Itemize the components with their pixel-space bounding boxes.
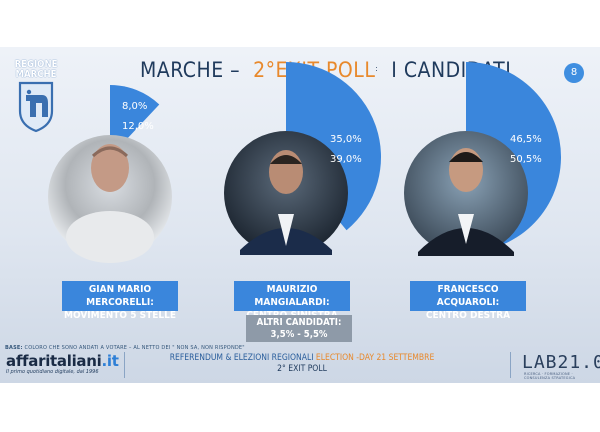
candidate-photo-mangialardi: [224, 131, 348, 255]
base-note-prefix: BASE:: [5, 345, 23, 351]
base-note: BASE: COLORO CHE SONO ANDATI A VOTARE – …: [5, 345, 245, 351]
donut-arc-mangialardi: [286, 62, 382, 231]
footer-event: REFERENDUM & ELEZIONI REGIONALI ELECTION…: [150, 353, 454, 375]
candidate-name: GIAN MARIO MERCORELLI:: [86, 284, 154, 308]
data-label-low-mangialardi: 35,0%: [330, 134, 362, 145]
lab2101-tagline: RICERCA · FORMAZIONE · CONSULENZA STRATE…: [524, 372, 576, 380]
data-label-high-mercorelli: 12,0%: [122, 121, 154, 132]
candidate-label-mercorelli: GIAN MARIO MERCORELLI: MOVIMENTO 5 STELL…: [62, 281, 178, 321]
footer-divider-right: [510, 352, 511, 378]
candidate-label-acquaroli: FRANCESCO ACQUAROLI: CENTRO DESTRA: [410, 281, 526, 321]
logo-line-1: REGIONE: [14, 59, 58, 70]
lab2101-logo: LAB21.01: [522, 352, 600, 373]
candidate-photo-mercorelli: [48, 135, 172, 263]
candidate-party: MOVIMENTO 5 STELLE: [64, 310, 176, 321]
page-number-badge: 8: [564, 63, 584, 83]
footer-event-part2: ELECTION -DAY 21 SETTEMBRE: [315, 353, 435, 363]
footer-divider-left: [124, 352, 125, 378]
candidate-name: MAURIZIO MANGIALARDI:: [254, 284, 330, 308]
regione-marche-logo: REGIONE MARCHE: [12, 57, 60, 133]
candidate-name: FRANCESCO ACQUAROLI:: [436, 284, 500, 308]
logo-line-2: MARCHE: [15, 69, 57, 80]
brand-tagline: Il primo quotidiano digitale, dal 1996: [6, 369, 99, 375]
others-range: 3,5% - 5,5%: [270, 329, 328, 340]
shield-icon: [18, 81, 54, 133]
others-label: ALTRI CANDIDATI: 3,5% - 5,5%: [246, 315, 352, 342]
others-title: ALTRI CANDIDATI:: [256, 317, 342, 328]
label-layer: 8,0% 12,0% 35,0% 39,0% 46,5% 50,5%: [122, 101, 542, 165]
data-label-high-mangialardi: 39,0%: [330, 154, 362, 165]
title-mark: :: [375, 64, 379, 73]
title-region: MARCHE –: [140, 58, 241, 82]
brand-tld: .it: [101, 352, 119, 370]
data-label-low-mercorelli: 8,0%: [122, 101, 147, 112]
data-label-high-acquaroli: 50,5%: [510, 154, 542, 165]
brand-name: affaritaliani: [6, 352, 102, 370]
candidate-photo-acquaroli: [404, 131, 528, 256]
base-note-text: COLORO CHE SONO ANDATI A VOTARE – AL NET…: [24, 345, 245, 351]
affaritaliani-logo: affaritaliani.it Il primo quotidiano dig…: [6, 352, 119, 375]
footer-event-part1: REFERENDUM & ELEZIONI REGIONALI: [169, 353, 314, 363]
data-label-low-acquaroli: 46,5%: [510, 134, 542, 145]
candidate-party: CENTRO DESTRA: [425, 310, 511, 321]
candidate-label-mangialardi: MAURIZIO MANGIALARDI: CENTRO SINISTRA: [234, 281, 350, 321]
footer-event-line2: 2° EXIT POLL: [277, 364, 327, 374]
